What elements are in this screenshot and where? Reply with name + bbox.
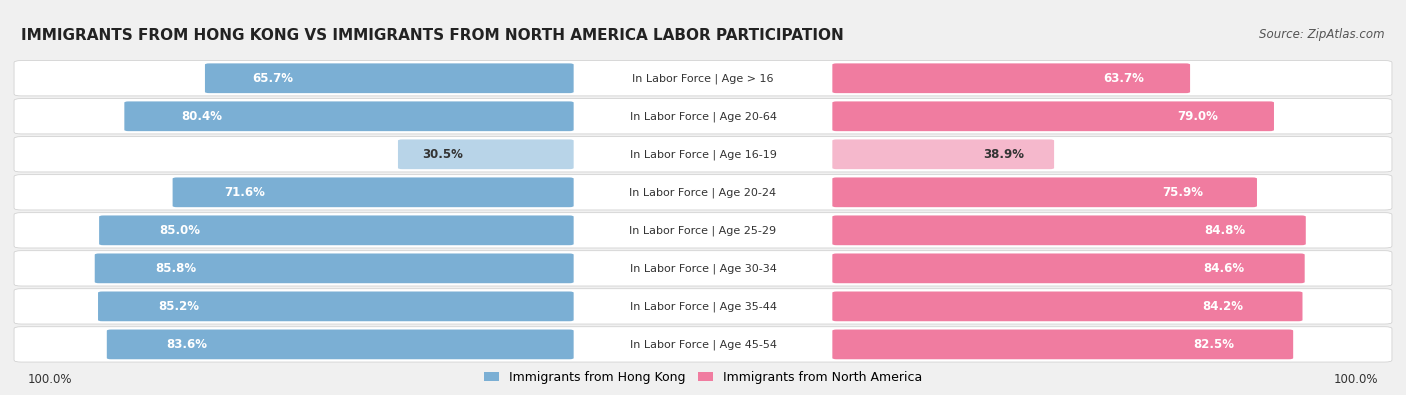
FancyBboxPatch shape <box>98 292 574 321</box>
FancyBboxPatch shape <box>94 254 574 283</box>
Text: In Labor Force | Age 30-34: In Labor Force | Age 30-34 <box>630 263 776 274</box>
Text: In Labor Force | Age > 16: In Labor Force | Age > 16 <box>633 73 773 83</box>
Text: IMMIGRANTS FROM HONG KONG VS IMMIGRANTS FROM NORTH AMERICA LABOR PARTICIPATION: IMMIGRANTS FROM HONG KONG VS IMMIGRANTS … <box>21 28 844 43</box>
FancyBboxPatch shape <box>832 139 1054 169</box>
Text: 85.0%: 85.0% <box>159 224 200 237</box>
FancyBboxPatch shape <box>832 177 1257 207</box>
Text: 63.7%: 63.7% <box>1104 72 1144 85</box>
FancyBboxPatch shape <box>14 289 1392 324</box>
FancyBboxPatch shape <box>14 137 1392 172</box>
FancyBboxPatch shape <box>124 102 574 131</box>
FancyBboxPatch shape <box>14 60 1392 96</box>
FancyBboxPatch shape <box>832 254 1305 283</box>
Text: 30.5%: 30.5% <box>422 148 463 161</box>
Text: 84.6%: 84.6% <box>1204 262 1244 275</box>
Text: In Labor Force | Age 45-54: In Labor Force | Age 45-54 <box>630 339 776 350</box>
Text: 83.6%: 83.6% <box>166 338 207 351</box>
FancyBboxPatch shape <box>98 215 574 245</box>
Text: In Labor Force | Age 25-29: In Labor Force | Age 25-29 <box>630 225 776 235</box>
Text: In Labor Force | Age 20-64: In Labor Force | Age 20-64 <box>630 111 776 122</box>
FancyBboxPatch shape <box>398 139 574 169</box>
Text: 85.8%: 85.8% <box>156 262 197 275</box>
Text: In Labor Force | Age 35-44: In Labor Force | Age 35-44 <box>630 301 776 312</box>
Text: In Labor Force | Age 16-19: In Labor Force | Age 16-19 <box>630 149 776 160</box>
Text: 80.4%: 80.4% <box>181 110 222 123</box>
FancyBboxPatch shape <box>832 63 1189 93</box>
Text: 100.0%: 100.0% <box>1333 373 1378 386</box>
Text: Source: ZipAtlas.com: Source: ZipAtlas.com <box>1260 28 1385 41</box>
Text: 79.0%: 79.0% <box>1177 110 1218 123</box>
FancyBboxPatch shape <box>832 329 1294 359</box>
Text: In Labor Force | Age 20-24: In Labor Force | Age 20-24 <box>630 187 776 198</box>
FancyBboxPatch shape <box>832 292 1302 321</box>
FancyBboxPatch shape <box>14 251 1392 286</box>
Legend: Immigrants from Hong Kong, Immigrants from North America: Immigrants from Hong Kong, Immigrants fr… <box>479 366 927 389</box>
FancyBboxPatch shape <box>107 329 574 359</box>
FancyBboxPatch shape <box>14 213 1392 248</box>
Text: 71.6%: 71.6% <box>224 186 264 199</box>
FancyBboxPatch shape <box>173 177 574 207</box>
Text: 84.8%: 84.8% <box>1205 224 1246 237</box>
Text: 100.0%: 100.0% <box>28 373 73 386</box>
FancyBboxPatch shape <box>14 175 1392 210</box>
FancyBboxPatch shape <box>205 63 574 93</box>
Text: 85.2%: 85.2% <box>159 300 200 313</box>
FancyBboxPatch shape <box>832 102 1274 131</box>
Text: 84.2%: 84.2% <box>1202 300 1243 313</box>
Text: 82.5%: 82.5% <box>1194 338 1234 351</box>
FancyBboxPatch shape <box>14 327 1392 362</box>
Text: 38.9%: 38.9% <box>983 148 1025 161</box>
Text: 75.9%: 75.9% <box>1161 186 1202 199</box>
FancyBboxPatch shape <box>14 99 1392 134</box>
FancyBboxPatch shape <box>832 215 1306 245</box>
Text: 65.7%: 65.7% <box>253 72 294 85</box>
